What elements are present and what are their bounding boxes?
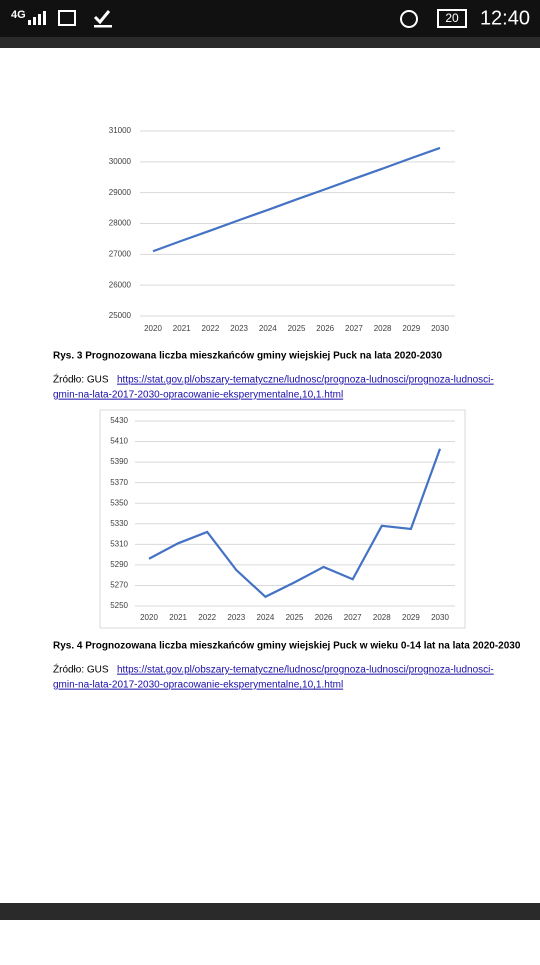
data-line [148, 448, 442, 599]
y-tick-label: 5270 [110, 581, 128, 590]
x-tick-label: 2022 [198, 613, 216, 622]
x-tick-label: 2029 [402, 324, 420, 333]
check-underline [94, 25, 112, 28]
y-tick-label: 5330 [110, 519, 128, 528]
y-tick-label: 26000 [109, 280, 132, 289]
source-label: Źródło: GUS [53, 373, 109, 386]
x-tick-label: 2020 [144, 324, 162, 333]
x-tick-label: 2023 [227, 613, 245, 622]
x-tick-label: 2030 [431, 613, 449, 622]
network: 4G [11, 9, 26, 21]
image-icon [58, 10, 76, 26]
y-tick-label: 5250 [110, 601, 128, 610]
x-tick-label: 2027 [344, 613, 362, 622]
data-line [152, 146, 441, 253]
y-tick-label: 5410 [110, 437, 128, 446]
x-tick-label: 2022 [202, 324, 220, 333]
caption: Rys. 3 Prognozowana liczba mieszkańców g… [53, 351, 442, 362]
x-tick-label: 2026 [316, 324, 334, 333]
x-tick-label: 2028 [373, 613, 391, 622]
caption: Rys. 4 Prognozowana liczba mieszkańców g… [53, 641, 521, 652]
x-tick-label: 2027 [345, 324, 363, 333]
status-bar [0, 0, 540, 37]
caption-block: Rys. 3 Prognozowana liczba mieszkańców g… [53, 351, 521, 652]
signal-icon [28, 11, 46, 25]
y-tick-label: 5350 [110, 498, 128, 507]
x-tick-label: 2024 [257, 613, 275, 622]
y-tick-label: 5390 [110, 457, 128, 466]
top-bar [0, 37, 540, 48]
link[interactable]: https://stat.gov.pl/obszary-tematyczne/l… [117, 665, 494, 676]
x-tick-label: 2028 [374, 324, 392, 333]
battery-icon [437, 9, 467, 28]
y-tick-label: 31000 [109, 126, 132, 135]
y-tick-label: 27000 [109, 249, 132, 258]
y-tick-label: 5370 [110, 478, 128, 487]
y-tick-label: 25000 [109, 311, 132, 320]
source-block: Źródło: GUS https://stat.gov.pl/obszary-… [53, 373, 494, 691]
time: 12:40 [480, 7, 530, 29]
link[interactable]: gmin-na-lata-2017-2030-opracowanie-ekspe… [53, 680, 343, 691]
x-tick-label: 2030 [431, 324, 449, 333]
bottom-bar [0, 903, 540, 920]
y-tick-label: 28000 [109, 219, 132, 228]
link[interactable]: gmin-na-lata-2017-2030-opracowanie-ekspe… [53, 390, 343, 401]
y-tick-label: 5430 [110, 416, 128, 425]
battery: 20 [445, 11, 459, 25]
y-tick-label: 5290 [110, 560, 128, 569]
x-tick-label: 2025 [288, 324, 306, 333]
alarm-icon [400, 10, 418, 28]
x-tick-label: 2024 [259, 324, 277, 333]
x-tick-label: 2023 [230, 324, 248, 333]
link[interactable]: https://stat.gov.pl/obszary-tematyczne/l… [117, 375, 494, 386]
x-tick-label: 2025 [286, 613, 304, 622]
x-tick-label: 2029 [402, 613, 420, 622]
x-tick-label: 2021 [169, 613, 187, 622]
chart-border [99, 409, 466, 629]
y-tick-label: 5310 [110, 539, 128, 548]
source-label: Źródło: GUS [53, 663, 109, 676]
x-tick-label: 2026 [315, 613, 333, 622]
x-tick-label: 2021 [173, 324, 191, 333]
y-tick-label: 29000 [109, 188, 132, 197]
x-tick-label: 2020 [140, 613, 158, 622]
y-tick-label: 30000 [109, 157, 132, 166]
check-icon [93, 10, 111, 25]
